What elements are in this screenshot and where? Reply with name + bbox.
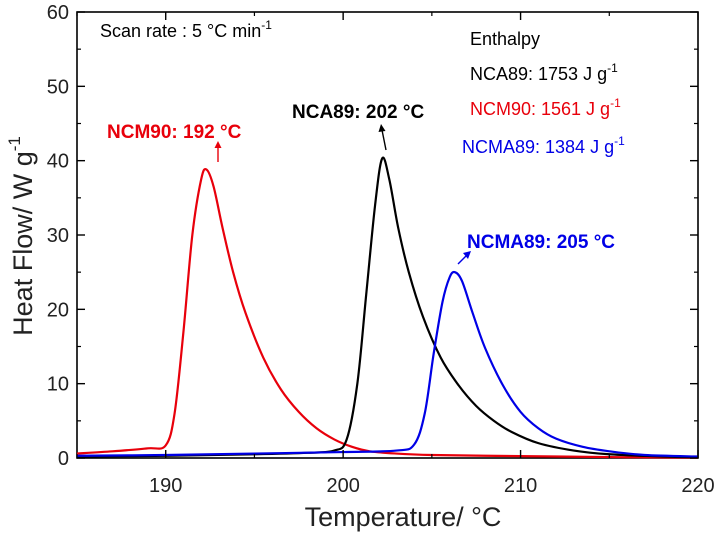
enthalpy-ncma89-sup: -1	[614, 134, 625, 148]
x-tick-label: 220	[681, 475, 714, 497]
x-axis-title: Temperature/ °C	[305, 502, 502, 532]
peak-arrows	[214, 124, 471, 265]
arrowhead-nca89	[378, 124, 386, 132]
y-axis-title-sup: -1	[5, 136, 24, 151]
y-axis-title: Heat Flow/ W g-1	[5, 136, 38, 336]
scan-rate-text: Scan rate : 5 °C min	[100, 21, 261, 41]
series-line-ncma89	[76, 270, 699, 458]
series-line-nca89	[76, 156, 699, 459]
arrow-nca89	[381, 129, 387, 151]
arrowhead-ncm90	[214, 141, 222, 148]
y-axis-title-main: Heat Flow/ W g	[8, 151, 38, 336]
enthalpy-ncma89: NCMA89: 1384 J g-1	[462, 134, 625, 157]
axis-layer: 190 200 210 220 0 10 20 30 40 50 60	[47, 2, 715, 497]
enthalpy-nca89-sup: -1	[607, 61, 618, 75]
enthalpy-ncm90: NCM90: 1561 J g-1	[470, 96, 621, 119]
peak-label-ncma89: NCMA89: 205 °C	[467, 232, 615, 253]
enthalpy-nca89-text: NCA89: 1753 J g	[470, 64, 607, 84]
scan-rate-label: Scan rate : 5 °C min-1	[100, 18, 272, 41]
y-tick-label: 50	[47, 76, 69, 98]
scan-rate-sup: -1	[261, 18, 272, 32]
y-axis-title-group: Heat Flow/ W g-1	[5, 136, 38, 336]
peak-label-nca89: NCA89: 202 °C	[292, 102, 424, 123]
arrow-ncma89	[457, 254, 468, 265]
y-tick-label: 60	[47, 2, 69, 24]
enthalpy-title: Enthalpy	[470, 29, 540, 49]
enthalpy-ncm90-sup: -1	[610, 96, 621, 110]
arrowhead-ncma89	[463, 251, 471, 259]
x-tick-label: 190	[149, 475, 182, 497]
x-tick-label: 210	[504, 475, 537, 497]
y-tick-label: 0	[58, 448, 69, 470]
y-tick-label: 20	[47, 299, 69, 321]
peak-label-ncm90: NCM90: 192 °C	[107, 122, 242, 143]
series-layer	[76, 156, 699, 459]
enthalpy-ncma89-text: NCMA89: 1384 J g	[462, 137, 614, 157]
y-tick-label: 10	[47, 374, 69, 396]
y-tick-label: 40	[47, 151, 69, 173]
x-tick-label: 200	[326, 475, 359, 497]
series-line-ncm90	[76, 167, 699, 459]
enthalpy-nca89: NCA89: 1753 J g-1	[470, 61, 618, 84]
y-tick-label: 30	[47, 225, 69, 247]
enthalpy-ncm90-text: NCM90: 1561 J g	[470, 99, 610, 119]
